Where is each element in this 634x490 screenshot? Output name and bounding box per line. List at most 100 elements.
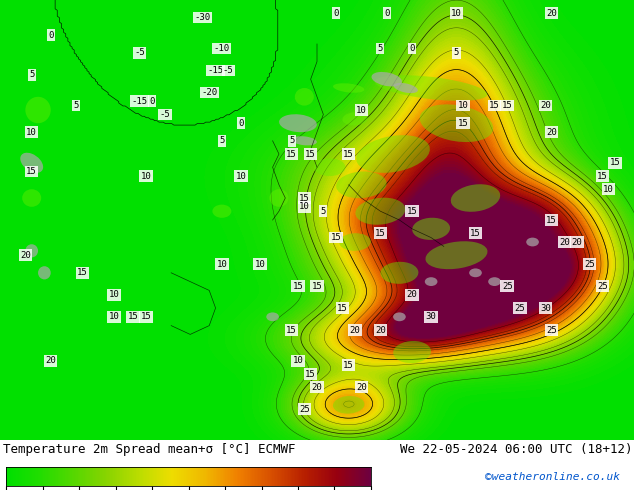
Ellipse shape — [339, 233, 371, 251]
Text: 0: 0 — [150, 97, 155, 106]
Text: 0: 0 — [410, 44, 415, 53]
Ellipse shape — [333, 396, 365, 414]
Ellipse shape — [25, 244, 38, 257]
Ellipse shape — [356, 135, 430, 173]
Text: 20: 20 — [312, 383, 322, 392]
Text: 5: 5 — [29, 70, 34, 79]
Text: 25: 25 — [597, 282, 607, 291]
Text: 25: 25 — [585, 260, 595, 269]
Text: 10: 10 — [604, 185, 614, 194]
Ellipse shape — [425, 277, 437, 286]
Text: 20: 20 — [407, 290, 417, 299]
Text: 15: 15 — [547, 216, 557, 224]
Text: 15: 15 — [489, 101, 500, 110]
Ellipse shape — [372, 72, 402, 86]
Text: 15: 15 — [344, 149, 354, 158]
Ellipse shape — [269, 189, 288, 207]
Text: -15: -15 — [131, 97, 148, 106]
Text: 15: 15 — [597, 172, 607, 180]
Text: 5: 5 — [378, 44, 383, 53]
Ellipse shape — [212, 205, 231, 218]
Text: 15: 15 — [141, 312, 151, 321]
Ellipse shape — [295, 88, 314, 106]
Text: -30: -30 — [195, 13, 211, 22]
Text: We 22-05-2024 06:00 UTC (18+12): We 22-05-2024 06:00 UTC (18+12) — [400, 443, 633, 456]
Ellipse shape — [375, 75, 488, 101]
Text: 10: 10 — [255, 260, 265, 269]
Text: 0: 0 — [384, 9, 389, 18]
Text: 25: 25 — [515, 303, 525, 313]
Ellipse shape — [488, 277, 501, 286]
Ellipse shape — [412, 218, 450, 240]
Ellipse shape — [336, 172, 387, 198]
Ellipse shape — [22, 189, 41, 207]
Text: 15: 15 — [287, 149, 297, 158]
Text: 15: 15 — [27, 167, 37, 176]
Text: 15: 15 — [128, 312, 138, 321]
Text: 10: 10 — [458, 101, 468, 110]
Text: 10: 10 — [236, 172, 246, 180]
Text: 20: 20 — [540, 101, 550, 110]
Text: 20: 20 — [559, 238, 569, 246]
Text: 20: 20 — [547, 9, 557, 18]
Ellipse shape — [393, 313, 406, 321]
Text: -20: -20 — [201, 88, 217, 97]
Ellipse shape — [451, 184, 500, 212]
Text: 10: 10 — [109, 290, 119, 299]
Text: 20: 20 — [375, 325, 385, 335]
Text: 5: 5 — [74, 101, 79, 110]
Text: 15: 15 — [306, 369, 316, 378]
Text: -5: -5 — [134, 49, 145, 57]
Text: 10: 10 — [109, 312, 119, 321]
Text: 10: 10 — [293, 356, 303, 366]
Text: 15: 15 — [610, 158, 620, 167]
Ellipse shape — [279, 114, 317, 132]
Ellipse shape — [393, 341, 431, 363]
Text: 20: 20 — [350, 325, 360, 335]
Text: 15: 15 — [293, 282, 303, 291]
Text: 15: 15 — [458, 119, 468, 128]
Text: 0: 0 — [48, 31, 53, 40]
Ellipse shape — [314, 158, 346, 176]
Text: 15: 15 — [470, 229, 481, 238]
Text: 10: 10 — [299, 202, 309, 211]
Text: 15: 15 — [344, 361, 354, 370]
Text: 20: 20 — [20, 251, 30, 260]
Text: 15: 15 — [287, 325, 297, 335]
Ellipse shape — [380, 262, 418, 284]
Text: 15: 15 — [502, 101, 512, 110]
Text: 25: 25 — [299, 405, 309, 414]
Text: 15: 15 — [77, 269, 87, 277]
Text: 10: 10 — [451, 9, 462, 18]
Text: -10: -10 — [214, 44, 230, 53]
Text: 25: 25 — [502, 282, 512, 291]
Text: 10: 10 — [27, 127, 37, 137]
Text: 15: 15 — [312, 282, 322, 291]
Text: 5: 5 — [219, 136, 224, 146]
Text: 30: 30 — [426, 312, 436, 321]
Text: 10: 10 — [356, 105, 366, 115]
Ellipse shape — [38, 266, 51, 279]
Text: 10: 10 — [217, 260, 227, 269]
Text: -15: -15 — [207, 66, 224, 75]
Text: 0: 0 — [333, 9, 339, 18]
Text: 20: 20 — [46, 356, 56, 366]
Text: 15: 15 — [407, 207, 417, 216]
Text: -5: -5 — [160, 110, 170, 119]
Ellipse shape — [292, 136, 317, 146]
Ellipse shape — [394, 83, 418, 93]
Text: 25: 25 — [547, 325, 557, 335]
Ellipse shape — [469, 269, 482, 277]
Text: 15: 15 — [299, 194, 309, 202]
Text: 15: 15 — [375, 229, 385, 238]
Text: 30: 30 — [540, 303, 550, 313]
Ellipse shape — [20, 153, 43, 173]
Text: 20: 20 — [356, 383, 366, 392]
Ellipse shape — [526, 238, 539, 246]
Text: Temperature 2m Spread mean+σ [°C] ECMWF: Temperature 2m Spread mean+σ [°C] ECMWF — [3, 443, 295, 456]
Text: ©weatheronline.co.uk: ©weatheronline.co.uk — [485, 472, 620, 482]
Text: 5: 5 — [289, 136, 294, 146]
Ellipse shape — [333, 83, 365, 93]
Ellipse shape — [356, 197, 405, 225]
Ellipse shape — [266, 313, 279, 321]
